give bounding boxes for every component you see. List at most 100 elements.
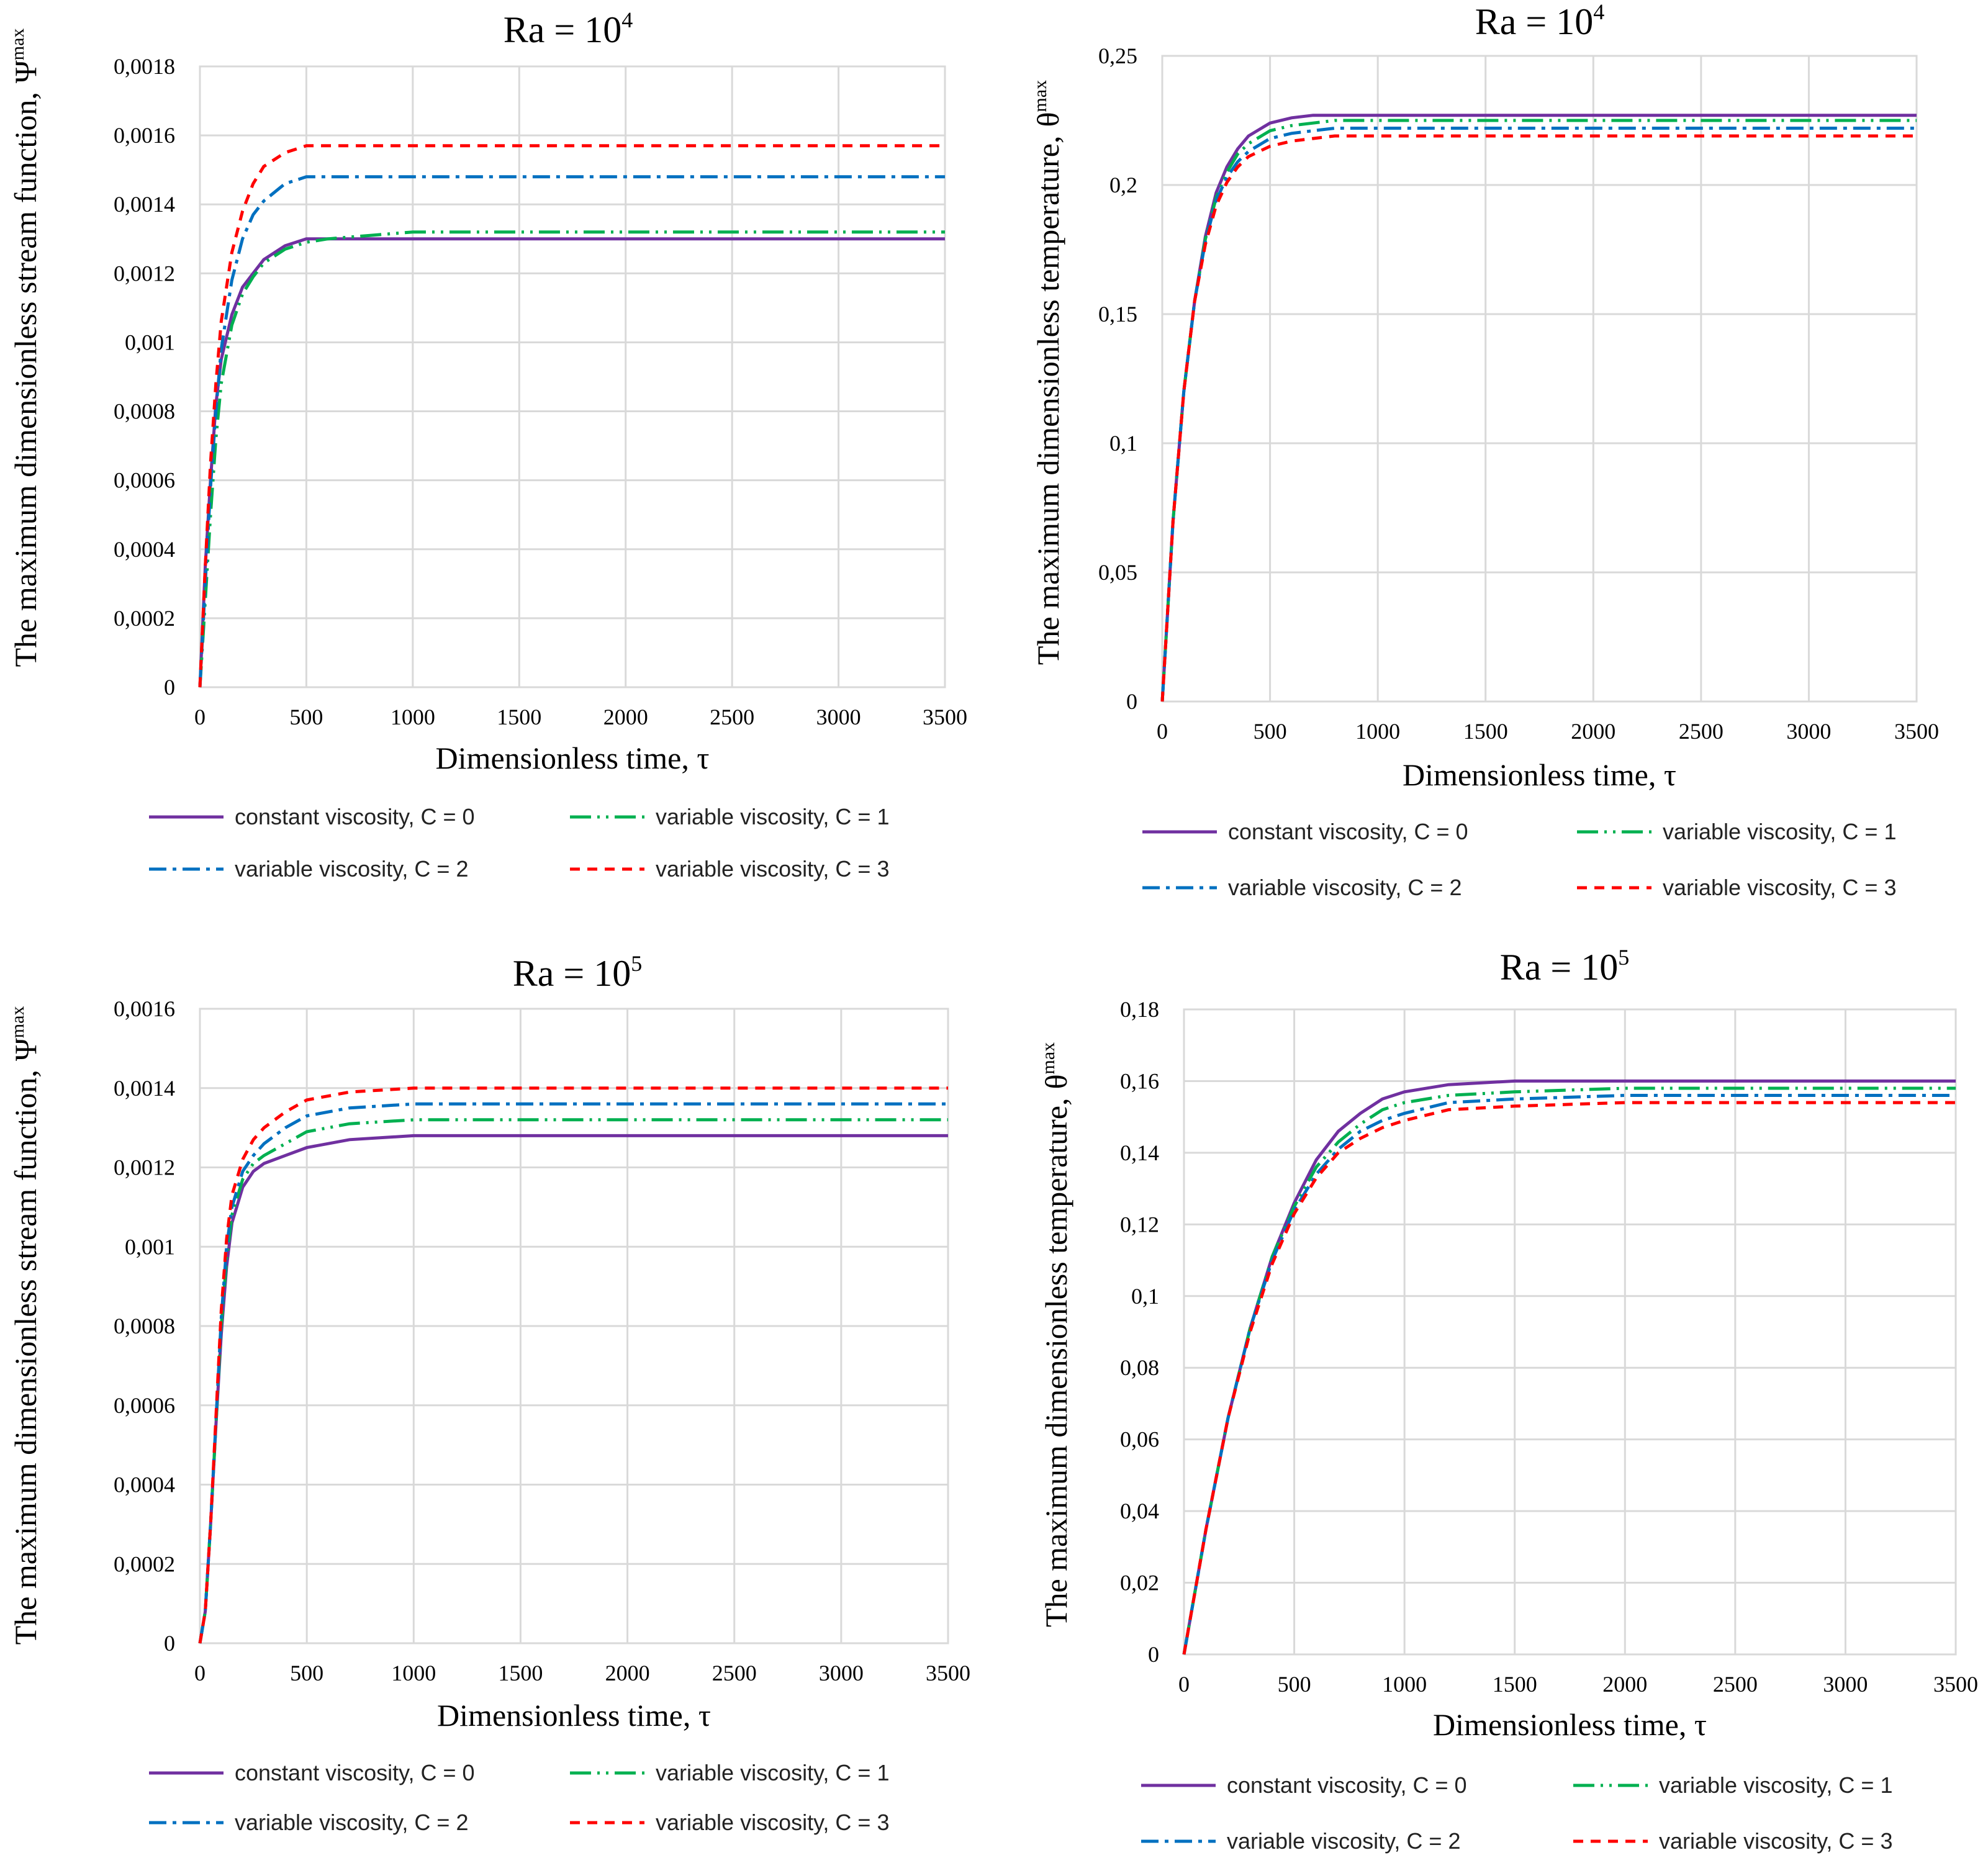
x-tick-label: 3000: [1823, 1672, 1868, 1697]
y-tick-label: 0,14: [1120, 1140, 1159, 1165]
series-line-c3: [1160, 134, 1917, 702]
series-line-c0: [1160, 114, 1917, 702]
y-axis-label: The maximum dimensionless temperature, θm…: [1030, 80, 1065, 665]
chart-2: 0 0,05 0,1 0,15 0,2 0,25 0 500 1000 1500 2000 2500 3…: [1030, 0, 1939, 900]
chart-title: Ra = 104: [1475, 0, 1605, 42]
y-tick-label: 0,05: [1098, 560, 1137, 585]
legend-label: variable viscosity, C = 2: [1227, 1828, 1460, 1854]
chart-title-base: Ra = 10: [504, 9, 622, 50]
legend-label: variable viscosity, C = 3: [656, 856, 889, 882]
legend-label: constant viscosity, C = 0: [235, 804, 475, 829]
legend-label: variable viscosity, C = 2: [235, 856, 468, 882]
x-axis-label: Dimensionless time, τ: [437, 1698, 711, 1733]
legend-label: variable viscosity, C = 1: [656, 804, 889, 829]
y-axis-symbol-superscript: max: [1038, 1042, 1059, 1075]
series-line-c3: [198, 1086, 948, 1644]
series-line-c2: [198, 1102, 948, 1644]
y-axis-label-text: The maximum dimensionless temperature,: [1039, 1098, 1073, 1628]
series-line-c2: [198, 175, 945, 688]
x-tick-label: 3000: [819, 1661, 864, 1685]
legend-item-c2: variable viscosity, C = 2: [149, 1810, 468, 1835]
y-tick-label: 0,15: [1098, 302, 1137, 327]
chart-title-exponent: 5: [1618, 945, 1629, 970]
legend-label: variable viscosity, C = 2: [235, 1810, 468, 1835]
plot-frame: [1183, 1008, 1957, 1656]
legend-item-c2: variable viscosity, C = 2: [1141, 1828, 1460, 1854]
x-tick-label: 3500: [1894, 719, 1939, 744]
x-tick-label: 1000: [1355, 719, 1400, 744]
y-axis-symbol: θ: [1031, 112, 1065, 127]
x-tick-label: 0: [194, 1661, 206, 1685]
y-tick-label: 0,02: [1120, 1571, 1159, 1595]
legend-item-c0: constant viscosity, C = 0: [149, 804, 475, 829]
y-axis-symbol: Ψ: [8, 60, 43, 83]
x-axis-label: Dimensionless time, τ: [1403, 757, 1676, 792]
series-line-c0: [198, 1134, 948, 1644]
chart-title-exponent: 4: [621, 7, 633, 32]
x-tick-label: 1500: [498, 1661, 543, 1685]
y-tick-label: 0,04: [1120, 1499, 1159, 1523]
plot-frame: [199, 1008, 949, 1644]
x-tick-label: 2000: [1571, 719, 1615, 744]
legend-label: variable viscosity, C = 3: [1663, 875, 1896, 900]
legend: constant viscosity, C = 0 variable viscos…: [1141, 1772, 1892, 1854]
chart-title-base: Ra = 10: [513, 953, 631, 994]
x-tick-label: 3500: [923, 705, 967, 729]
legend-item-c1: variable viscosity, C = 1: [570, 1760, 889, 1785]
x-tick-label: 500: [289, 705, 323, 729]
legend-item-c1: variable viscosity, C = 1: [1573, 1772, 1892, 1798]
y-tick-label: 0,25: [1098, 43, 1137, 68]
legend-item-c0: constant viscosity, C = 0: [1142, 819, 1468, 844]
y-tick-label: 0,0016: [114, 123, 175, 148]
x-tick-label: 1500: [1463, 719, 1508, 744]
chart-title: Ra = 104: [504, 7, 633, 50]
x-tick-label: 1000: [391, 1661, 436, 1685]
chart-title: Ra = 105: [1500, 945, 1630, 988]
chart-title-base: Ra = 10: [1475, 1, 1594, 42]
y-tick-label: 0,18: [1120, 997, 1159, 1022]
y-tick-label: 0,0002: [114, 1551, 175, 1576]
y-tick-label: 0,0008: [114, 1314, 175, 1338]
legend-item-c3: variable viscosity, C = 3: [570, 1810, 889, 1835]
y-tick-label: 0,06: [1120, 1427, 1159, 1452]
legend-label: variable viscosity, C = 3: [656, 1810, 889, 1835]
y-tick-label: 0,0006: [114, 1393, 175, 1418]
legend-item-c0: constant viscosity, C = 0: [1141, 1772, 1467, 1798]
x-tick-label: 2500: [1713, 1672, 1758, 1697]
x-tick-label: 1500: [1493, 1672, 1537, 1697]
y-tick-label: 0,001: [125, 330, 175, 354]
legend-label: variable viscosity, C = 1: [656, 1760, 889, 1785]
y-axis-label: The maximum dimensionless temperature, θm…: [1038, 1042, 1073, 1627]
x-tick-label: 1000: [1382, 1672, 1427, 1697]
legend: constant viscosity, C = 0 variable viscos…: [149, 1760, 889, 1835]
series-line-c1: [198, 1118, 948, 1644]
x-axis-label: Dimensionless time, τ: [1433, 1707, 1707, 1742]
x-tick-label: 2500: [712, 1661, 757, 1685]
y-tick-label: 0,0012: [114, 261, 175, 286]
legend-label: constant viscosity, C = 0: [235, 1760, 475, 1785]
legend-label: constant viscosity, C = 0: [1228, 819, 1468, 844]
legend-label: variable viscosity, C = 1: [1663, 819, 1896, 844]
y-axis-label: The maximum dimensionless stream functio…: [7, 29, 43, 667]
x-tick-label: 2000: [605, 1661, 650, 1685]
series-line-c1: [1182, 1086, 1956, 1655]
y-axis-symbol: Ψ: [8, 1038, 43, 1061]
plot-frame: [199, 65, 946, 688]
x-tick-label: 0: [194, 705, 206, 729]
y-tick-label: 0,0004: [114, 537, 175, 562]
y-tick-label: 0,0018: [114, 54, 175, 79]
x-tick-label: 0: [1157, 719, 1168, 744]
y-tick-label: 0,0016: [114, 996, 175, 1021]
legend-item-c3: variable viscosity, C = 3: [570, 856, 889, 882]
x-tick-label: 2000: [1602, 1672, 1647, 1697]
legend-item-c2: variable viscosity, C = 2: [149, 856, 468, 882]
y-tick-label: 0,16: [1120, 1068, 1159, 1093]
y-tick-label: 0,2: [1109, 173, 1137, 197]
series-line-c3: [198, 144, 945, 688]
y-tick-label: 0: [164, 675, 175, 700]
x-tick-label: 500: [1278, 1672, 1311, 1697]
y-tick-label: 0,08: [1120, 1355, 1159, 1380]
series-line-c2: [1160, 127, 1917, 702]
x-tick-label: 3000: [816, 705, 861, 729]
y-tick-label: 0,0014: [114, 1076, 175, 1101]
